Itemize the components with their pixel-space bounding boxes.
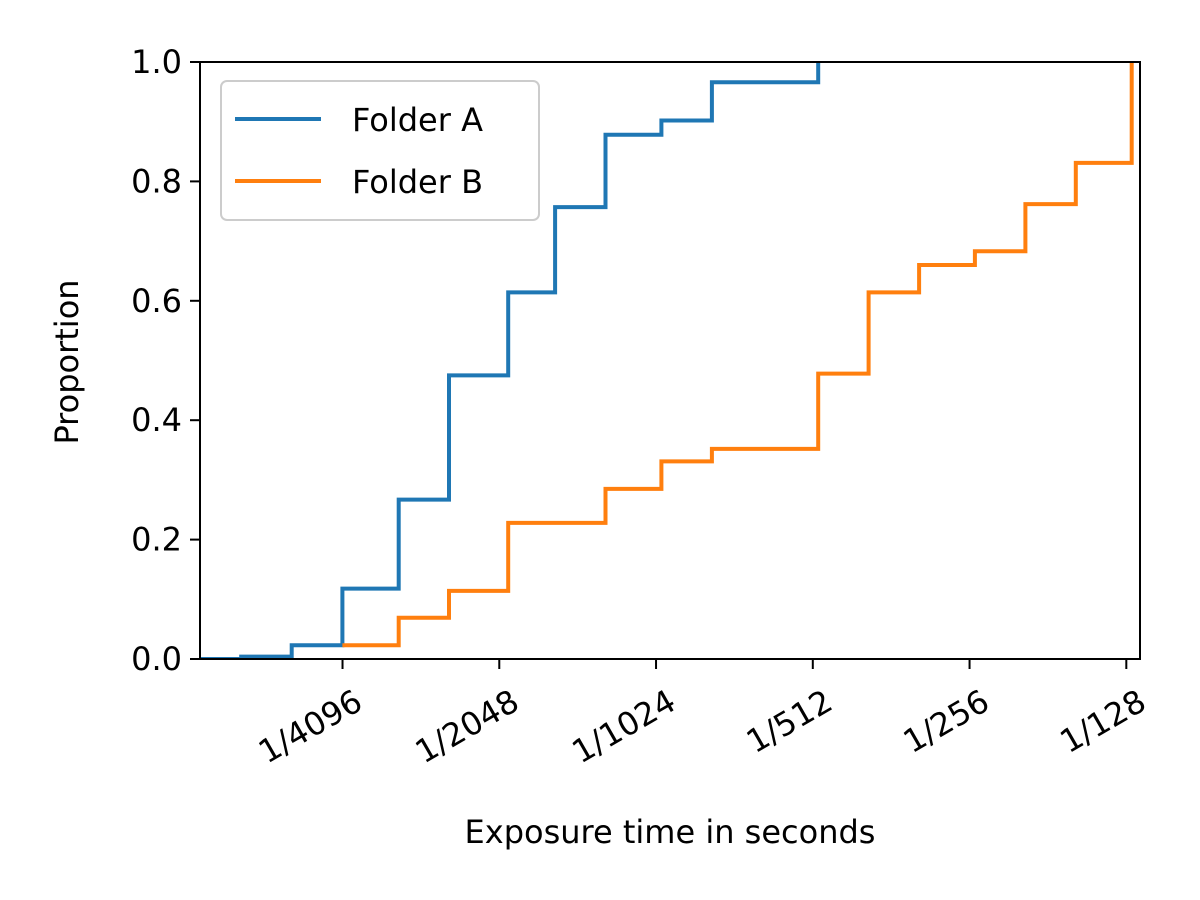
x-axis-label: Exposure time in seconds [465,813,876,851]
y-axis: 0.0 0.2 0.4 0.6 0.8 1.0 [131,43,200,678]
series-layer [200,62,1134,659]
series-line-folder-a [200,62,821,659]
y-axis-label: Proportion [48,279,86,444]
legend-label-folder-b: Folder B [352,163,483,201]
legend-label-folder-a: Folder A [352,101,483,139]
y-tick-label-4: 0.8 [131,162,182,200]
legend: Folder A Folder B [220,80,540,221]
y-tick-label-1: 0.2 [131,521,182,559]
y-tick-label-0: 0.0 [131,640,182,678]
y-tick-label-3: 0.6 [131,282,182,320]
y-tick-label-2: 0.4 [131,401,182,439]
legend-box [220,80,540,221]
series-line-folder-b [342,62,1134,648]
y-tick-label-5: 1.0 [131,43,182,81]
plot-frame [199,61,1141,660]
